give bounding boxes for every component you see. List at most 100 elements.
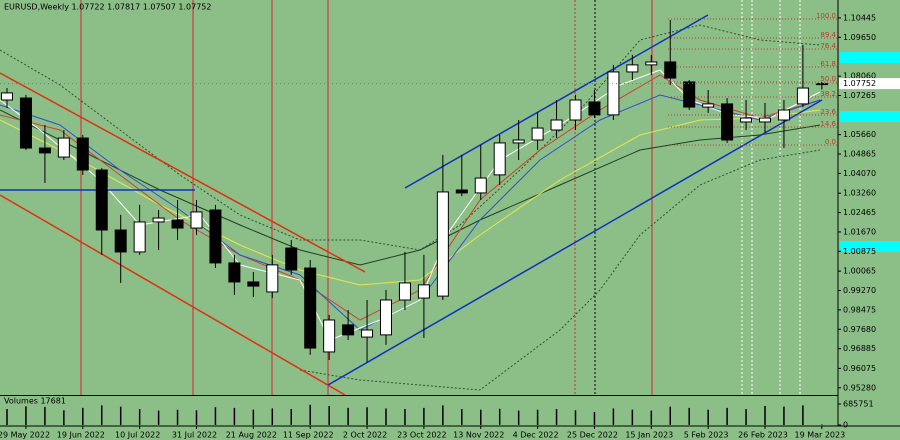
candle-body	[285, 247, 298, 271]
fib-label: 76.4	[820, 42, 836, 50]
y-tick-label: 0.96075	[843, 364, 876, 373]
y-tick-label: 0.95280	[843, 383, 876, 392]
fib-label: 89.4	[820, 31, 836, 39]
y-tick-label: 1.01670	[843, 227, 876, 236]
y-tick-label: 1.03260	[843, 189, 876, 198]
candle-body	[228, 262, 241, 283]
candle-body	[342, 324, 355, 336]
x-tick-label: 26 Feb 2023	[738, 431, 788, 440]
volume-tick-label: 0	[843, 421, 848, 430]
fib-label: 38.2	[820, 90, 836, 98]
candle-body	[417, 284, 430, 299]
candle-body	[380, 299, 392, 336]
candle-body	[133, 221, 146, 253]
candle-body	[683, 81, 696, 108]
candle-body	[777, 109, 790, 121]
x-tick-label: 19 Mar 2023	[794, 431, 845, 440]
candle-body	[114, 229, 127, 253]
fib-label: 14.6	[820, 120, 836, 128]
candle-body	[209, 209, 222, 264]
y-tick-label: 0.96885	[843, 344, 876, 353]
candle-body	[190, 211, 203, 229]
candle-body	[740, 117, 753, 123]
candle-body	[95, 169, 108, 231]
candle-body	[759, 117, 771, 123]
x-tick-label: 23 Oct 2022	[397, 431, 446, 440]
y-tick-label: 0.97680	[843, 325, 876, 334]
y-tick-label: 1.04070	[843, 169, 876, 178]
candle-body	[569, 99, 582, 121]
volume-tick-label: 685751	[843, 400, 874, 409]
y-tick-label: 1.08060	[843, 72, 876, 81]
current-price-label: 1.07752	[843, 79, 876, 88]
candle-body	[266, 264, 279, 293]
fib-label: 61.8	[820, 60, 836, 68]
candle-body	[531, 127, 544, 141]
candle-body	[1, 92, 13, 101]
candle-body	[474, 177, 487, 194]
candle-body	[645, 61, 658, 66]
candle-body	[493, 142, 506, 176]
x-tick-label: 15 Jan 2023	[625, 431, 673, 440]
y-tick-label: 1.10445	[843, 13, 876, 22]
candle-body	[550, 119, 563, 131]
y-tick-label: 1.04865	[843, 150, 876, 159]
candle-body	[152, 217, 165, 223]
chart-title: EURUSD,Weekly 1.07722 1.07817 1.07507 1.…	[4, 3, 211, 12]
x-tick-label: 19 Jun 2022	[57, 431, 105, 440]
fib-label: 0.0	[825, 138, 836, 146]
y-tick-label: 1.09650	[843, 33, 876, 42]
candle-body	[664, 61, 677, 79]
fib-label: 100.0	[816, 12, 836, 20]
y-tick-label: 1.05660	[843, 130, 876, 139]
candle-body	[512, 139, 525, 144]
x-tick-label: 5 Feb 2023	[684, 431, 729, 440]
candle-body	[57, 137, 70, 158]
x-tick-label: 31 Jul 2022	[172, 431, 217, 440]
volume-label: Volumes 17681	[4, 397, 66, 406]
candle-body	[361, 329, 374, 338]
x-tick-label: 25 Dec 2022	[567, 431, 618, 440]
plot: 1.10445 1.09650 1.08060 1.07265 1.05660 1.048…	[0, 13, 900, 440]
candle-body	[721, 103, 734, 141]
x-tick-label: 2 Oct 2022	[343, 431, 387, 440]
current-price-box	[839, 78, 900, 90]
fib-label: 50.0	[820, 75, 836, 83]
candle-body	[76, 137, 89, 171]
price-highlight	[840, 111, 900, 122]
y-tick-label: 1.07265	[843, 91, 876, 100]
candle-body	[626, 64, 639, 73]
candle-body	[607, 71, 620, 116]
fib-label: 23.6	[820, 108, 836, 116]
candle-body	[588, 101, 601, 116]
candle-body	[247, 281, 260, 287]
x-tick-label: 13 Nov 2022	[453, 431, 504, 440]
channel-red-lower	[0, 194, 346, 396]
separators	[80, 0, 801, 395]
candle-body	[796, 87, 809, 105]
channel-red-upper	[0, 72, 366, 273]
candle-body	[38, 147, 51, 154]
price-highlight	[840, 241, 900, 252]
candle-body	[436, 191, 449, 297]
y-tick-label: 1.00065	[843, 267, 876, 276]
y-tick-label: 1.00875	[843, 247, 876, 256]
x-tick-label: 21 Aug 2022	[226, 431, 277, 440]
x-tick-label: 10 Jul 2022	[115, 431, 160, 440]
y-tick-label: 1.02465	[843, 208, 876, 217]
channel-blue-lower	[327, 99, 823, 386]
candle-body	[19, 97, 32, 149]
candle-body	[815, 83, 828, 86]
x-tick-label: 29 May 2022	[0, 431, 50, 440]
candle-body	[304, 267, 317, 349]
candle-body	[455, 189, 468, 194]
fib-lines	[668, 18, 838, 146]
price-highlight	[840, 52, 900, 63]
x-tick-label: 4 Dec 2022	[513, 431, 559, 440]
y-tick-label: 0.98475	[843, 305, 876, 314]
candle-body	[171, 219, 184, 229]
y-tick-label: 0.99270	[843, 286, 876, 295]
candle-body	[398, 282, 411, 301]
